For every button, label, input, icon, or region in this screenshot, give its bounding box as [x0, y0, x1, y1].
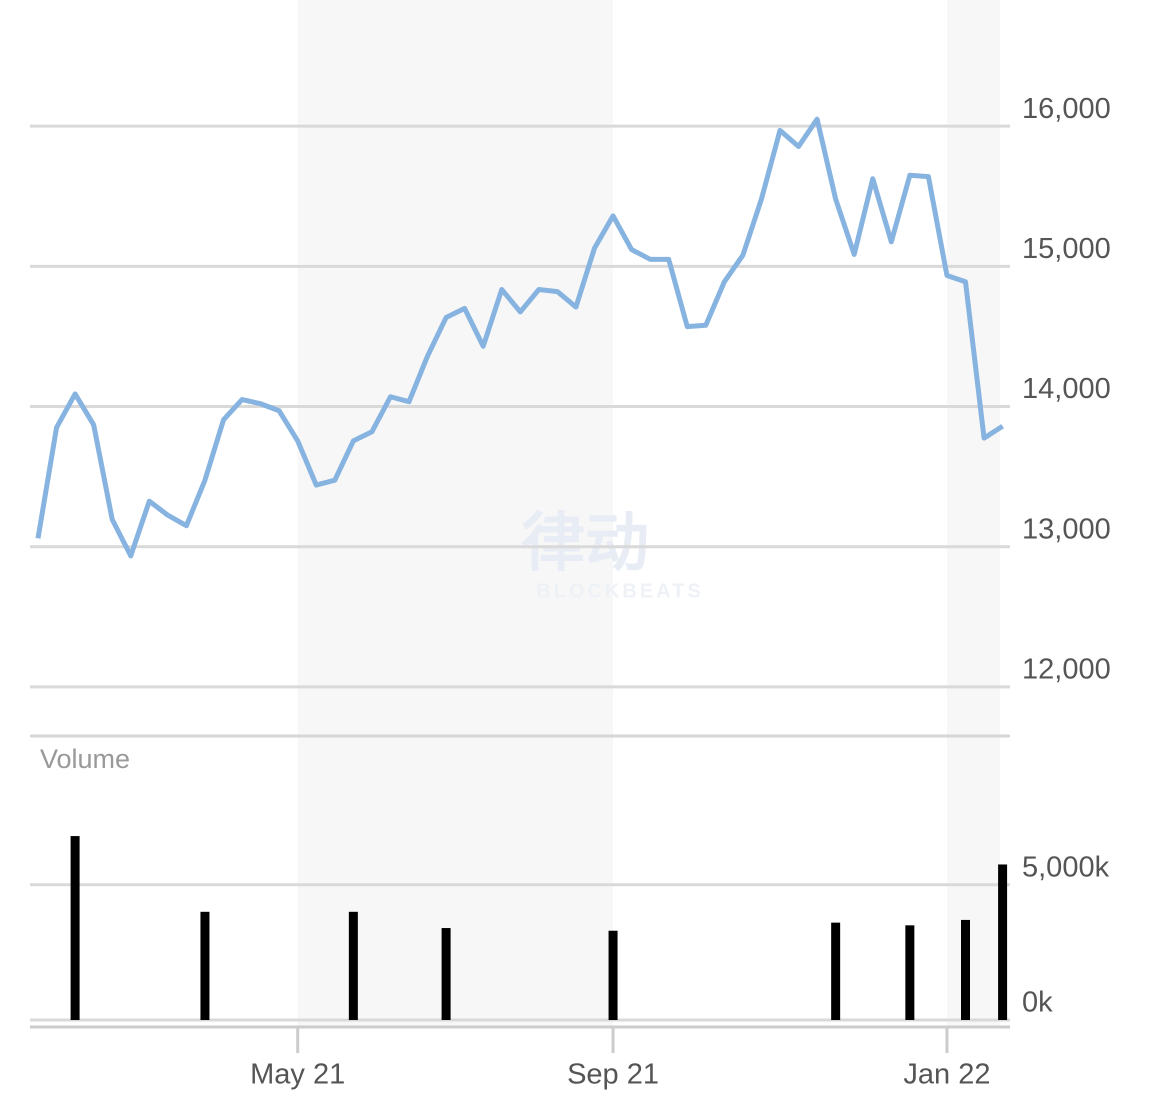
volume-bar [200, 911, 210, 1020]
y-tick-label: 13,000 [1022, 513, 1111, 545]
x-tick-label: May 21 [250, 1059, 345, 1091]
volume-bar [998, 864, 1008, 1020]
y-tick-label: 5,000k [1022, 851, 1110, 883]
volume-bar [961, 919, 970, 1020]
shaded-band [946, 0, 1000, 1027]
y-tick-label: 14,000 [1022, 373, 1111, 405]
x-tick-label: Sep 21 [567, 1059, 659, 1091]
watermark: 律动 [521, 507, 649, 579]
volume-bar [608, 930, 618, 1020]
volume-bar [70, 836, 80, 1020]
y-tick-label: 0k [1022, 987, 1053, 1019]
volume-bar [441, 928, 451, 1020]
price-line [35, 116, 1004, 559]
volume-bar [348, 911, 358, 1020]
y-tick-label: 12,000 [1022, 654, 1111, 686]
x-tick-label: Jan 22 [903, 1059, 990, 1091]
background [30, 0, 1010, 1027]
volume-bar [831, 922, 841, 1020]
watermark-sub: BLOCKBEATS [536, 580, 703, 602]
y-tick-label: 15,000 [1022, 233, 1111, 265]
volume-bar [905, 925, 915, 1020]
shaded-band [297, 0, 614, 1027]
panel-title: Volume [40, 744, 130, 774]
y-tick-label: 16,000 [1022, 93, 1111, 125]
